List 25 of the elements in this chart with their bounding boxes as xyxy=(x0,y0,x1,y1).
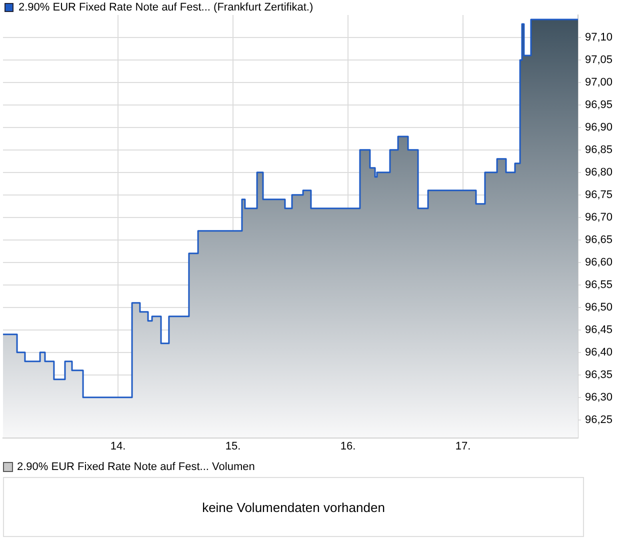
y-tick-label: 96,80 xyxy=(585,166,613,178)
y-tick-label: 97,05 xyxy=(585,54,613,66)
y-tick-label: 96,50 xyxy=(585,301,613,314)
y-tick-label: 96,95 xyxy=(585,98,613,111)
y-tick-label: 96,90 xyxy=(585,121,613,134)
y-tick-label: 96,60 xyxy=(585,256,613,268)
x-tick-label: 15. xyxy=(225,440,241,452)
y-tick-label: 96,75 xyxy=(585,188,613,201)
y-tick-label: 97,10 xyxy=(585,32,613,44)
x-tick-label: 14. xyxy=(110,440,126,452)
y-tick-label: 96,45 xyxy=(585,324,613,336)
text: 2.90% EUR Fixed Rate Note auf Fest... Volumen xyxy=(17,461,255,473)
x-tick-label: 16. xyxy=(340,440,356,452)
y-tick-label: 96,25 xyxy=(585,414,613,426)
y-tick-label: 96,40 xyxy=(585,346,613,358)
text: keine Volumendaten vorhanden xyxy=(202,500,385,514)
legend-label: 2.90% EUR Fixed Rate Note auf Fest... (Frankfurt Zertifikat.) xyxy=(18,2,314,14)
y-tick-label: 96,65 xyxy=(585,234,613,246)
y-tick-label: 96,30 xyxy=(585,391,613,404)
y-tick-label: 96,85 xyxy=(585,144,613,156)
y-tick-label: 97,00 xyxy=(585,76,613,88)
y-tick-label: 96,35 xyxy=(585,368,613,381)
y-tick-label: 96,55 xyxy=(585,278,613,291)
y-tick-label: 96,70 xyxy=(585,211,613,224)
x-tick-label: 17. xyxy=(455,440,471,452)
